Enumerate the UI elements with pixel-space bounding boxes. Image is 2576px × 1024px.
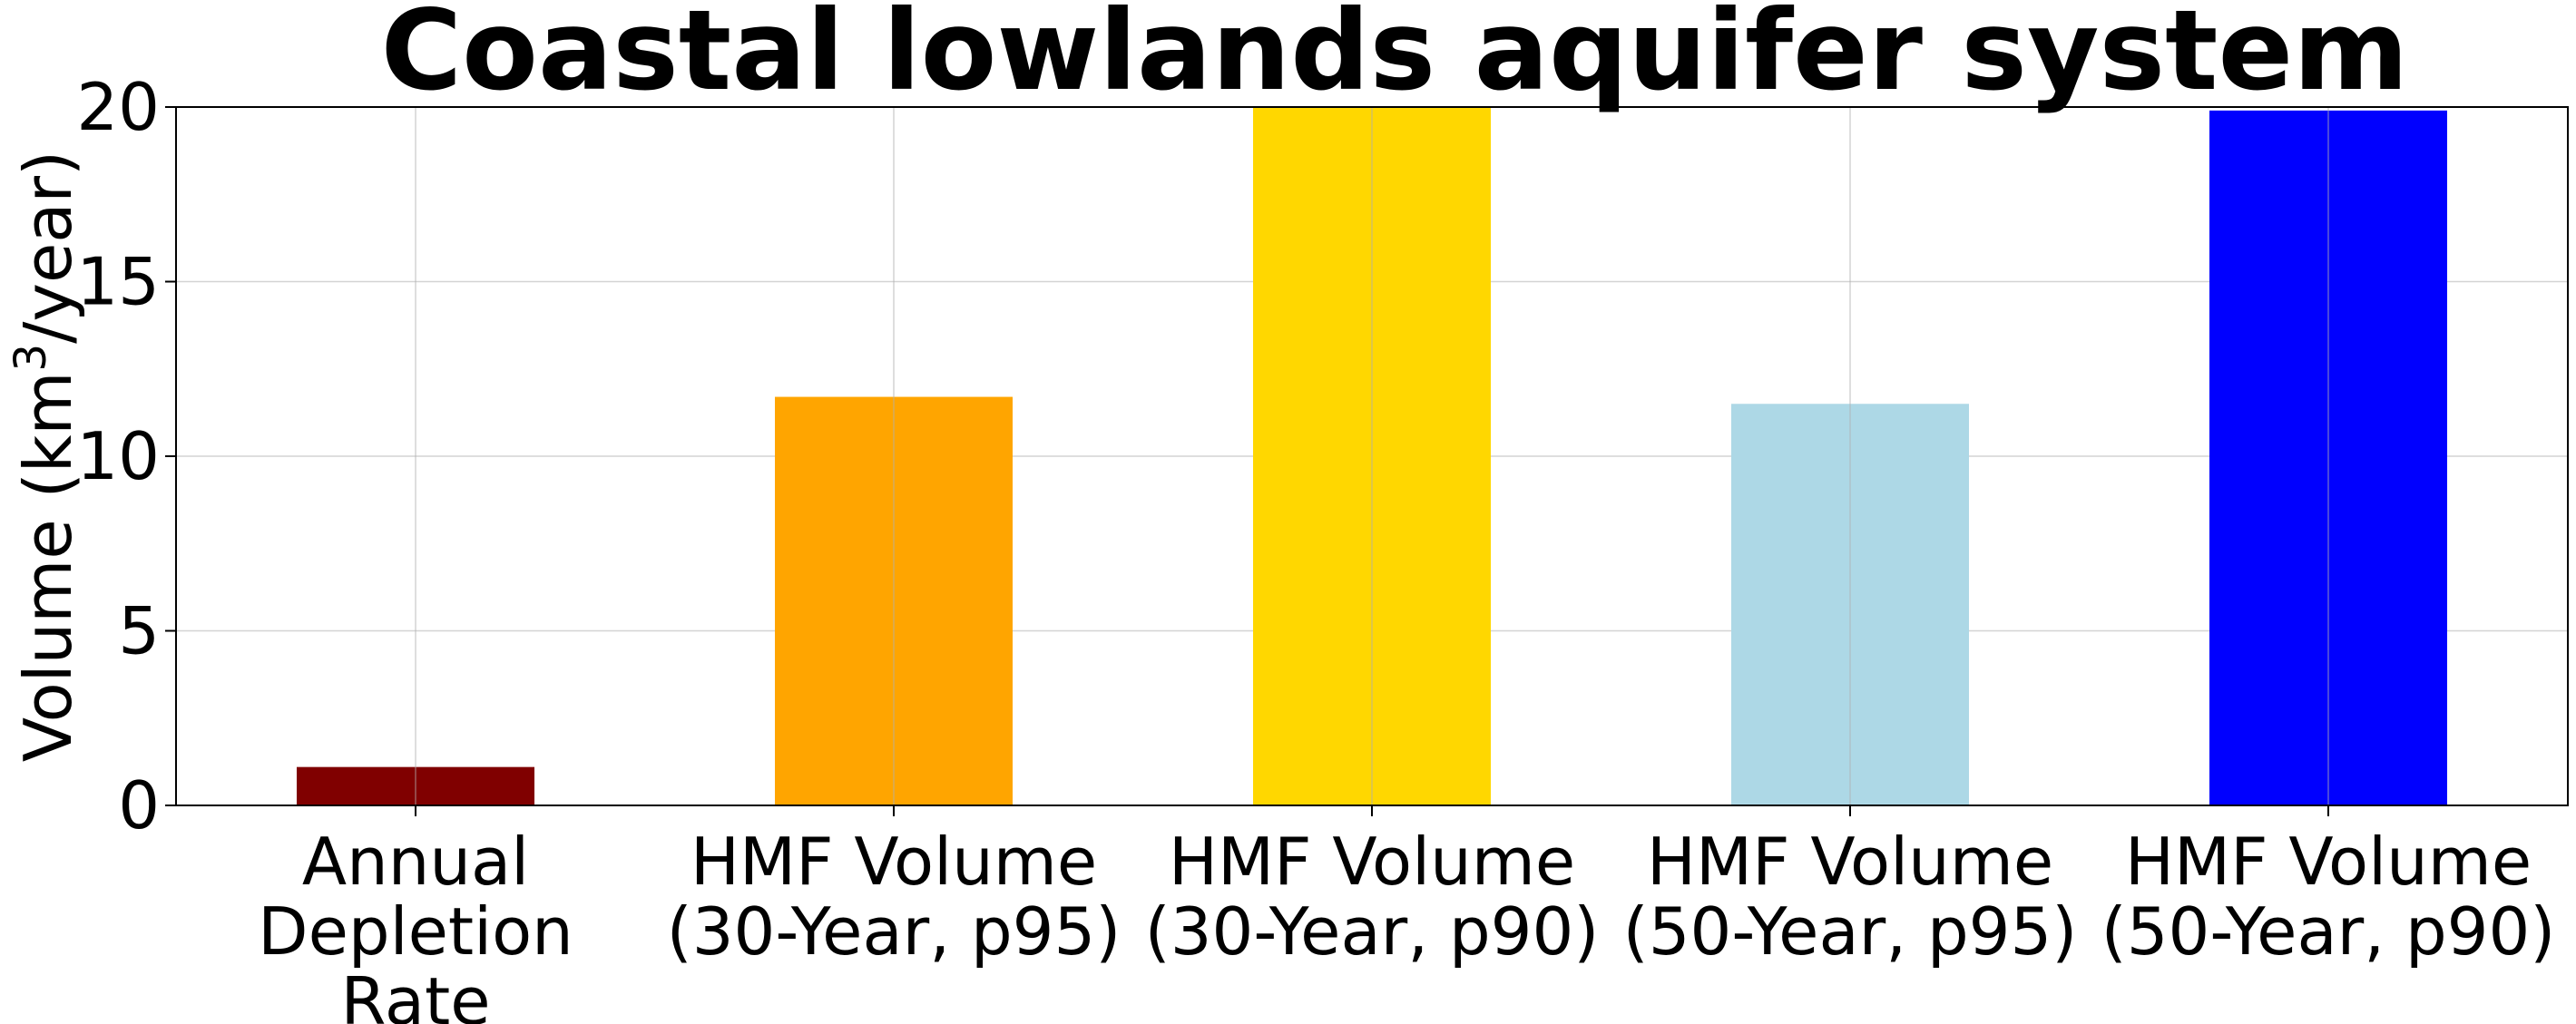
x-tick-label-line: Depletion xyxy=(258,893,573,970)
x-tick-label: HMF Volume (50-Year, p95) xyxy=(1623,824,2078,970)
x-tick-label-line: Rate xyxy=(340,963,490,1024)
x-tick-label-line: Annual xyxy=(302,824,529,900)
y-tick-label: 15 xyxy=(76,244,160,320)
x-tick-label-line: HMF Volume xyxy=(2125,824,2532,900)
x-tick-label: HMF Volume (30-Year, p90) xyxy=(1145,824,1600,970)
x-tick-label-line: (30-Year, p90) xyxy=(1145,893,1600,970)
y-tick-label: 20 xyxy=(76,69,160,145)
chart-title: Coastal lowlands aquifer system xyxy=(381,0,2409,115)
x-tick-label-line: (50-Year, p90) xyxy=(2101,893,2556,970)
y-tick-label: 10 xyxy=(76,418,160,494)
y-axis-ticks: 0 5 10 15 20 xyxy=(76,69,176,844)
x-tick-label-line: (50-Year, p95) xyxy=(1623,893,2078,970)
y-tick-label: 0 xyxy=(118,767,160,844)
x-tick-label-line: HMF Volume xyxy=(1647,824,2053,900)
x-tick-label: HMF Volume (30-Year, p95) xyxy=(667,824,1121,970)
y-tick-label: 5 xyxy=(118,593,160,669)
x-tick-label-line: HMF Volume xyxy=(1169,824,1575,900)
y-axis-label-suffix: /year) xyxy=(10,151,86,344)
grid-vertical xyxy=(415,107,2329,805)
x-tick-label-line: (30-Year, p95) xyxy=(667,893,1121,970)
y-axis-label-prefix: Volume (km xyxy=(10,371,86,762)
x-tick-label: HMF Volume (50-Year, p90) xyxy=(2101,824,2556,970)
y-axis-label-superscript: 3 xyxy=(5,344,56,372)
x-tick-label: Annual Depletion Rate xyxy=(258,824,573,1024)
x-tick-label-line: HMF Volume xyxy=(691,824,1097,900)
y-axis-label: Volume (km3/year) xyxy=(5,151,86,762)
